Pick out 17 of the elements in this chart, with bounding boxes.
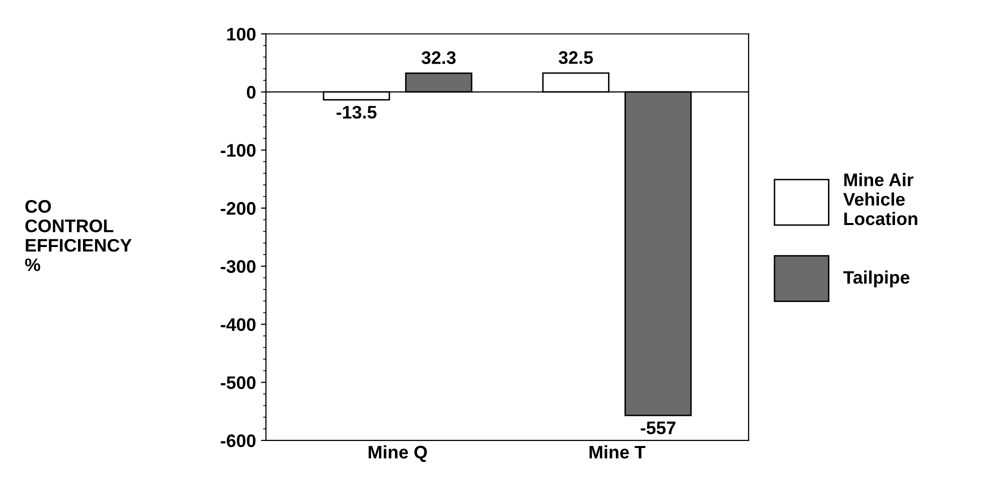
x-tick-label: Mine T [590, 445, 646, 459]
y-tick-label: 100 [227, 28, 256, 41]
text: Tailpipe [843, 270, 910, 288]
data-label: -557 [640, 422, 676, 434]
y-tick-label: -400 [220, 318, 256, 331]
y-tick-label: 0 [246, 86, 256, 99]
x-tick-label: Mine Q [368, 445, 427, 462]
y-axis-title: CO CONTROL EFFICIENCY % [25, 200, 132, 272]
data-label: 32.5 [558, 51, 593, 64]
y-tick-label: -600 [220, 434, 256, 448]
y-tick-label: -100 [220, 144, 256, 157]
y-tick-label: -500 [220, 376, 256, 390]
data-label: -13.5 [336, 106, 377, 119]
text: Mine Air Vehicle Location [843, 173, 918, 226]
data-label: 32.3 [422, 51, 456, 64]
y-tick-label: -200 [220, 202, 256, 215]
y-tick-label: -300 [220, 260, 256, 273]
